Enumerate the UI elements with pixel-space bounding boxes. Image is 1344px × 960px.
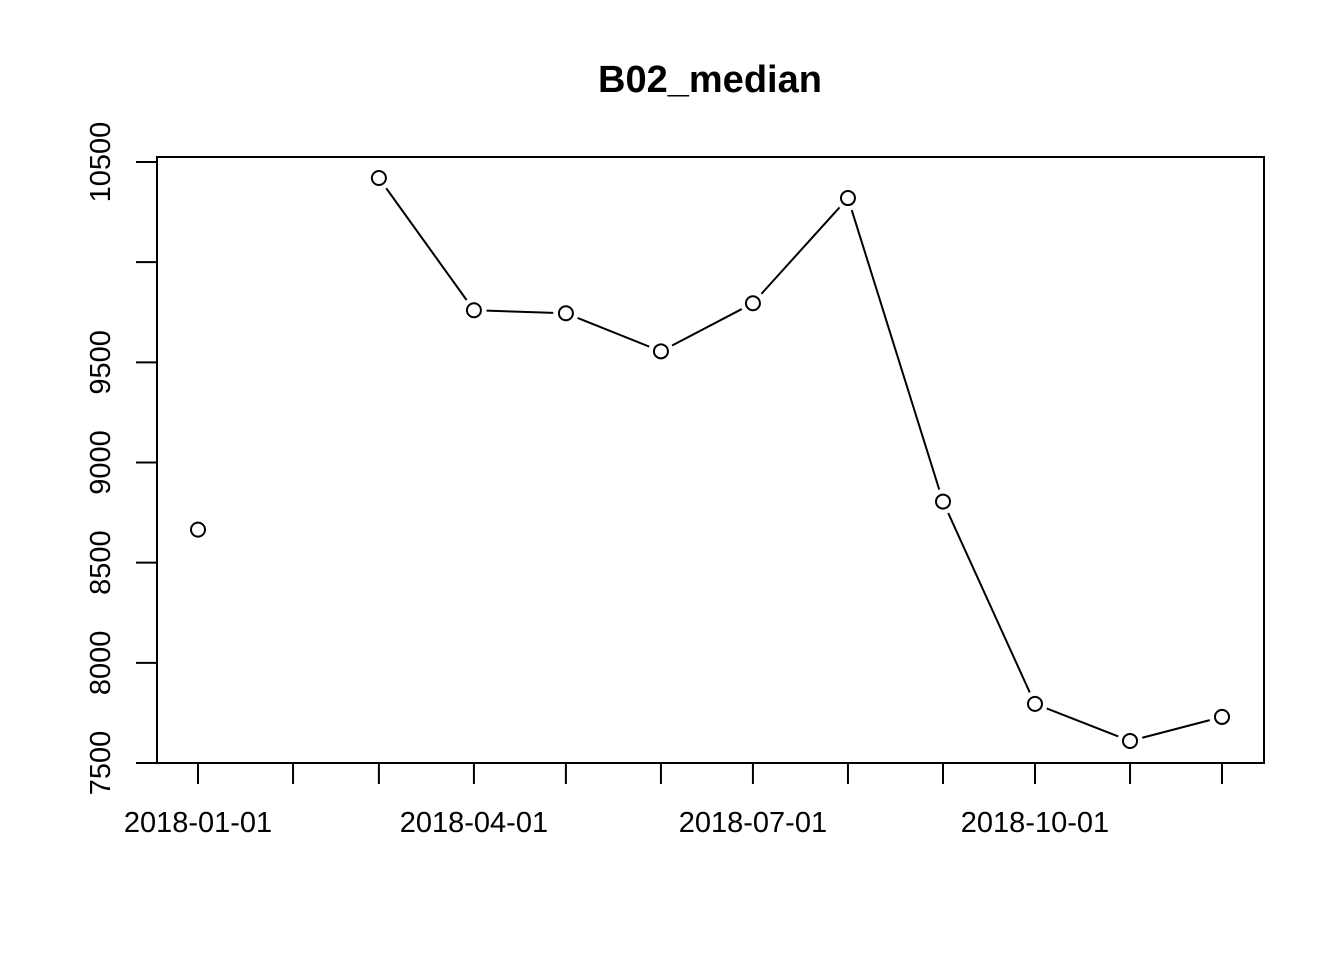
y-tick-label: 9500: [85, 330, 117, 395]
chart-title: B02_median: [598, 59, 822, 101]
series-line-segment: [486, 309, 554, 314]
series-line-segment: [385, 187, 468, 301]
series-line-segment: [577, 317, 650, 348]
y-tick-label: 10500: [85, 122, 117, 203]
x-tick-label: 2018-04-01: [400, 807, 548, 839]
series-line-segment: [1046, 707, 1119, 738]
data-point: [1214, 708, 1230, 725]
x-axis-ticks: 2018-01-01 2018-04-01 2018-07-01 2018-10-01: [124, 763, 1223, 839]
x-tick-label: 2018-10-01: [961, 807, 1109, 839]
x-tick-label: 2018-01-01: [124, 807, 272, 839]
series-line-segment: [850, 209, 941, 490]
series-lines: [385, 187, 1211, 739]
series-line-segment: [947, 512, 1031, 693]
data-point: [935, 493, 952, 510]
y-tick-label: 9000: [85, 430, 117, 495]
x-tick-label: 2018-07-01: [679, 807, 827, 839]
data-point: [370, 170, 387, 187]
data-point: [557, 305, 574, 322]
data-point: [1122, 732, 1139, 749]
data-point: [465, 302, 482, 319]
y-tick-label: 8000: [85, 631, 117, 696]
data-point: [839, 190, 856, 207]
y-axis-ticks: 7500 8000 8500 9000 9500 10500: [85, 122, 157, 796]
series-points: [190, 170, 1230, 749]
y-tick-label: 8500: [85, 530, 117, 595]
series-line-segment: [671, 308, 743, 347]
data-point: [190, 521, 206, 538]
plot-frame: [156, 156, 1265, 764]
data-point: [744, 295, 761, 312]
data-point: [652, 343, 669, 360]
series-line-segment: [1141, 719, 1211, 739]
data-point: [1026, 695, 1043, 712]
y-tick-label: 7500: [85, 731, 117, 796]
series-line-segment: [760, 206, 841, 295]
